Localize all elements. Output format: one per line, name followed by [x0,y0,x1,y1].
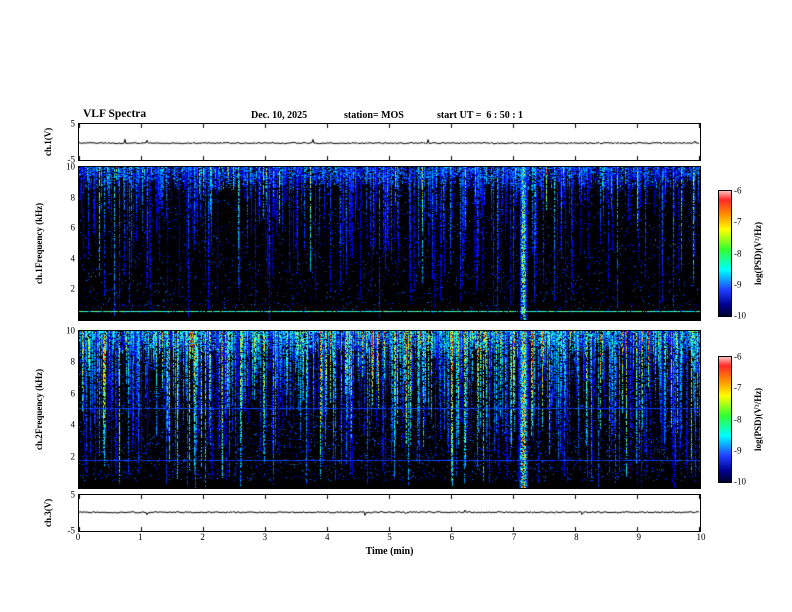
ch1-spectrogram-ylabel: ch.1 Frequency (kHz) [26,166,52,321]
ch2-label: ch.2 [34,434,44,450]
ch2-spectrogram-ylabel: ch.2 Frequency (kHz) [26,330,52,489]
ch2-spectrogram-canvas [79,331,700,488]
ch2-colorbar-tick: -6 [734,351,742,362]
ch1-spectrogram-ytick: 4 [70,253,76,264]
ch1-spectrogram-ytick: 8 [70,192,76,203]
time-axis-tick: 7 [511,532,517,542]
ch1-colorbar-tick: -8 [734,248,742,258]
time-axis-tick: 1 [138,532,143,542]
time-axis: 0 1 2 3 4 5 6 7 8 9 10 [75,532,706,545]
ch2-spectrogram-panel: 10 8 6 4 2 [66,326,701,489]
ch1-waveform-ytick: 5 [70,118,76,129]
time-axis-tick: 4 [324,532,330,542]
ch2-frequency-label: Frequency (kHz) [34,369,44,435]
ch1-waveform-panel: 5 -5 [68,119,701,164]
ch1-label: ch.1 [34,268,44,284]
time-axis-tick: 6 [449,532,455,542]
ch2-spectrogram-ytick: 4 [70,419,76,430]
ch1-colorbar-label: log(PSD)(V²/Hz) [753,221,763,285]
ch1-frequency-label: Frequency (kHz) [34,203,44,269]
ch2-colorbar-tick: -9 [734,445,742,456]
time-axis-tick: 3 [262,532,268,542]
time-axis-tick: 8 [574,532,579,542]
ch3-waveform-ytick: -5 [67,525,76,536]
header-station: station= MOS [344,110,404,121]
ch1-colorbar-tick: -6 [734,185,742,196]
ch1-colorbar-tick: -9 [734,279,742,290]
ch3-waveform-ylabel: ch.3(V) [43,498,53,528]
ch1-spectrogram-canvas [79,167,700,320]
time-axis-label: Time (min) [365,546,414,557]
ch1-colorbar: -6 -7 -8 -9 -10 [718,186,746,320]
ch2-spectrogram-ytick: 2 [70,451,76,462]
ch2-colorbar: -6 -7 -8 -9 -10 [718,352,746,486]
time-axis-tick: 5 [387,532,392,542]
header-date: Dec. 10, 2025 [251,110,308,121]
ch2-colorbar-tick: -7 [734,382,742,393]
ch1-waveform-ylabel: ch.1(V) [43,127,53,157]
header-start-ut: start UT = 6 : 50 : 1 [437,110,524,121]
time-axis-tick: 10 [696,532,706,542]
figure-title: VLF Spectra [83,108,147,120]
ch1-waveform-ytick: -5 [67,154,76,165]
ch3-waveform-ytick: 5 [70,489,76,500]
ch2-spectrogram-ytick: 6 [70,388,76,399]
time-axis-tick: 9 [636,532,641,542]
ch3-waveform-panel: 5 -5 [68,490,701,535]
ch1-waveform-canvas [79,124,700,160]
ch2-colorbar-tick: -8 [734,414,742,424]
ch2-colorbar-tick: -10 [734,476,746,487]
ch2-spectrogram-ytick: 10 [66,325,75,336]
ch1-colorbar-tick: -10 [734,310,746,321]
ch1-spectrogram-ytick: 10 [66,161,75,172]
time-axis-tick: 0 [75,532,81,542]
ch1-colorbar-tick: -7 [734,216,742,227]
ch3-waveform-canvas [79,495,700,531]
ch2-spectrogram-ytick: 8 [70,356,76,367]
ch1-spectrogram-ytick: 2 [70,283,76,294]
ch1-spectrogram-panel: 10 8 6 4 2 [66,162,701,321]
time-axis-tick: 2 [200,532,205,542]
ch1-spectrogram-ytick: 6 [70,222,76,233]
ch2-colorbar-label: log(PSD)(V²/Hz) [753,387,763,451]
